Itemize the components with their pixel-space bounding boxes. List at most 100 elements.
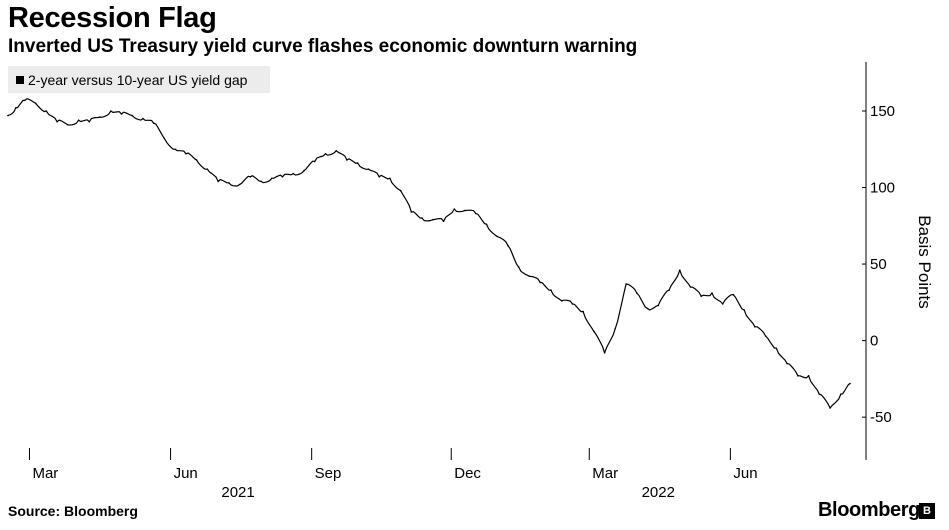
data-point — [389, 177, 391, 180]
data-point — [346, 159, 348, 161]
x-year-label: 2021 — [221, 484, 254, 501]
data-point — [849, 382, 851, 385]
y-tick-label: 0 — [870, 333, 878, 350]
data-point — [550, 289, 552, 291]
data-point — [754, 326, 756, 328]
source-note: Source: Bloomberg — [8, 503, 138, 519]
x-year-label: 2022 — [642, 484, 675, 501]
data-point — [34, 102, 37, 105]
data-point — [711, 292, 713, 294]
data-point — [131, 114, 133, 117]
data-point — [797, 375, 799, 377]
data-point — [228, 182, 230, 184]
data-point — [260, 180, 262, 183]
data-point — [77, 119, 80, 121]
data-point — [668, 289, 670, 291]
data-point — [764, 335, 767, 337]
plot-area — [7, 98, 851, 409]
data-point — [238, 183, 241, 186]
data-point — [99, 116, 101, 118]
data-point — [324, 153, 327, 155]
data-point — [442, 220, 445, 222]
data-point — [657, 304, 660, 307]
data-point — [496, 235, 499, 238]
data-point — [195, 159, 198, 161]
x-tick-label: Dec — [454, 465, 481, 482]
data-point — [593, 330, 595, 333]
y-axis: 150 100 50 0 -50 — [862, 62, 895, 460]
x-axis: Mar Jun Sep Dec Mar Jun 2021 2022 — [28, 448, 758, 501]
data-point — [614, 327, 617, 330]
data-point — [475, 212, 477, 215]
data-point — [582, 310, 584, 313]
data-point — [807, 375, 810, 377]
legend-swatch — [16, 75, 24, 84]
data-point — [356, 162, 359, 164]
data-point — [421, 217, 423, 219]
data-point — [249, 176, 252, 178]
data-point — [303, 169, 305, 172]
data-point — [689, 286, 692, 288]
data-point — [786, 362, 788, 365]
y-tick-label: 100 — [870, 180, 895, 197]
brand-logo: Bloomberg — [818, 499, 920, 521]
data-point — [410, 211, 413, 213]
x-tick-label: Mar — [32, 465, 58, 482]
data-point — [7, 114, 9, 117]
data-point — [507, 244, 509, 247]
chart-subtitle: Inverted US Treasury yield curve flashes… — [8, 36, 638, 57]
data-point — [464, 209, 466, 212]
data-point — [818, 393, 821, 396]
data-point — [56, 120, 58, 123]
y-axis-label: Basis Points — [915, 215, 934, 309]
data-point — [679, 269, 681, 272]
data-point — [67, 124, 69, 126]
data-point — [399, 189, 402, 192]
data-point — [206, 168, 209, 170]
data-point — [453, 208, 456, 210]
data-point — [775, 347, 778, 350]
data-point — [281, 176, 284, 178]
data-point — [14, 107, 17, 109]
data-point — [24, 99, 26, 102]
data-point — [271, 177, 273, 180]
data-point — [163, 137, 166, 140]
bloomberg-b-icon: B — [919, 503, 935, 519]
data-point — [313, 160, 316, 163]
x-tick-label: Jun — [174, 465, 198, 482]
x-tick-label: Sep — [315, 465, 342, 482]
data-point — [485, 223, 488, 226]
data-point — [217, 180, 219, 183]
series-line — [7, 98, 851, 409]
x-tick-label: Mar — [592, 465, 618, 482]
data-point — [603, 352, 606, 354]
data-point — [292, 172, 295, 175]
legend: 2-year versus 10-year US yield gap — [8, 66, 270, 93]
data-point — [829, 407, 831, 409]
data-point — [732, 293, 735, 296]
data-point — [636, 292, 638, 294]
data-point — [110, 110, 112, 112]
data-point — [185, 153, 187, 155]
data-point — [840, 393, 842, 396]
data-point — [528, 275, 531, 278]
data-point — [539, 281, 541, 284]
data-point — [743, 309, 745, 311]
data-point — [335, 150, 338, 152]
data-point — [721, 303, 724, 305]
y-tick-label: -50 — [870, 409, 892, 426]
data-point — [378, 176, 381, 178]
data-point — [517, 266, 520, 268]
y-tick-label: 50 — [870, 256, 887, 273]
data-point — [120, 113, 123, 115]
data-point — [88, 120, 91, 123]
data-point — [367, 168, 370, 170]
data-point — [571, 303, 574, 305]
data-point — [45, 110, 48, 112]
data-point — [432, 218, 434, 221]
data-point — [625, 283, 627, 285]
data-point — [700, 295, 702, 298]
data-point — [142, 117, 144, 120]
data-point — [152, 122, 155, 124]
